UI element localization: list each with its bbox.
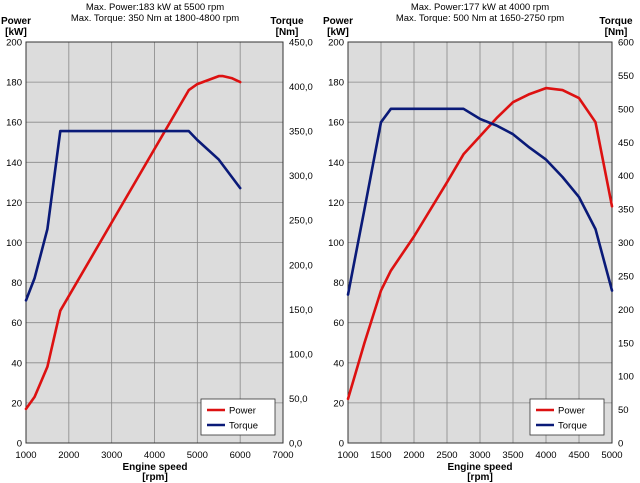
y-left-tick-label: 200: [328, 38, 344, 49]
x-axis-label: [rpm]: [467, 472, 493, 483]
y-right-tick-label: 250: [618, 271, 634, 282]
y-right-tick-label: 600: [618, 38, 634, 49]
x-tick-label: 6000: [230, 450, 251, 461]
y-right-tick-label: 100,0: [289, 349, 313, 360]
y-left-axis-label: Power: [323, 16, 353, 27]
x-tick-label: 4000: [144, 450, 165, 461]
legend-label-power: Power: [558, 406, 585, 417]
y-right-tick-label: 300,0: [289, 171, 313, 182]
x-axis-label: Engine speed: [122, 462, 187, 473]
y-left-tick-label: 160: [328, 118, 344, 129]
chart-title: Max. Torque: 350 Nm at 1800-4800 rpm: [71, 13, 239, 24]
y-right-tick-label: 400,0: [289, 82, 313, 93]
x-tick-label: 1500: [370, 450, 391, 461]
y-left-tick-label: 160: [6, 118, 22, 129]
y-right-tick-label: 450: [618, 138, 634, 149]
y-right-tick-label: 50: [618, 405, 629, 416]
y-left-axis-label: [kW]: [327, 27, 349, 38]
y-left-tick-label: 80: [11, 278, 22, 289]
y-right-tick-label: 350,0: [289, 127, 313, 138]
y-left-axis-label: [kW]: [5, 27, 27, 38]
x-tick-label: 2000: [403, 450, 424, 461]
x-tick-label: 5000: [601, 450, 622, 461]
y-right-tick-label: 200: [618, 305, 634, 316]
y-right-tick-label: 450,0: [289, 38, 313, 49]
y-right-tick-label: 250,0: [289, 216, 313, 227]
y-left-tick-label: 120: [6, 198, 22, 209]
x-axis-label: [rpm]: [142, 472, 168, 483]
y-left-tick-label: 120: [328, 198, 344, 209]
x-tick-label: 2500: [436, 450, 457, 461]
y-left-tick-label: 20: [11, 398, 22, 409]
legend-box: [200, 398, 276, 436]
legend-label-torque: Torque: [229, 421, 258, 432]
legend-label-torque: Torque: [558, 421, 587, 432]
series-line-torque: [24, 129, 242, 302]
plot-border: [347, 41, 613, 444]
y-left-tick-label: 0: [17, 439, 22, 450]
y-right-tick-label: 150,0: [289, 305, 313, 316]
y-left-tick-label: 100: [6, 238, 22, 249]
y-right-tick-label: 200,0: [289, 260, 313, 271]
x-tick-label: 1000: [337, 450, 358, 461]
legend: Power Torque: [529, 398, 605, 436]
x-tick-label: 1000: [15, 450, 36, 461]
y-left-tick-label: 140: [6, 158, 22, 169]
y-right-tick-label: 300: [618, 238, 634, 249]
y-right-tick-label: 150: [618, 338, 634, 349]
x-tick-label: 5000: [187, 450, 208, 461]
y-left-tick-label: 80: [333, 278, 344, 289]
plot-border: [25, 41, 284, 444]
y-left-tick-label: 60: [333, 318, 344, 329]
y-right-tick-label: 550: [618, 71, 634, 82]
y-left-tick-label: 0: [339, 439, 344, 450]
chart-title: Max. Power:177 kW at 4000 rpm: [411, 2, 549, 13]
y-right-tick-label: 400: [618, 171, 634, 182]
y-right-axis-label: [Nm]: [605, 27, 628, 38]
y-left-tick-label: 40: [11, 358, 22, 369]
y-right-tick-label: 500: [618, 104, 634, 115]
y-right-tick-label: 350: [618, 205, 634, 216]
y-left-tick-label: 180: [6, 78, 22, 89]
series-line-torque: [346, 107, 614, 296]
y-right-tick-label: 100: [618, 372, 634, 383]
y-right-axis-label: [Nm]: [276, 27, 299, 38]
y-right-axis-label: Torque: [599, 16, 633, 27]
y-left-tick-label: 100: [328, 238, 344, 249]
legend-box: [529, 398, 605, 436]
x-tick-label: 4500: [568, 450, 589, 461]
y-left-tick-label: 180: [328, 78, 344, 89]
chart-title: Max. Torque: 500 Nm at 1650-2750 rpm: [396, 13, 564, 24]
y-left-axis-label: Power: [1, 16, 31, 27]
chart-2: 1000 1500 2000 2500 3000 3500 4000 4500 50000204…: [323, 2, 634, 483]
x-axis-label: Engine speed: [447, 462, 512, 473]
legend-label-power: Power: [229, 406, 256, 417]
x-tick-label: 2000: [58, 450, 79, 461]
y-left-tick-label: 140: [328, 158, 344, 169]
y-left-tick-label: 60: [11, 318, 22, 329]
x-tick-label: 3000: [469, 450, 490, 461]
y-left-tick-label: 20: [333, 398, 344, 409]
x-tick-label: 3500: [502, 450, 523, 461]
chart-title: Max. Power:183 kW at 5500 rpm: [86, 2, 224, 13]
y-right-axis-label: Torque: [270, 16, 304, 27]
x-tick-label: 4000: [535, 450, 556, 461]
y-right-tick-label: 0: [618, 439, 623, 450]
y-left-tick-label: 40: [333, 358, 344, 369]
y-right-tick-label: 50,0: [289, 394, 308, 405]
y-left-tick-label: 200: [6, 38, 22, 49]
series-line-power: [346, 86, 614, 401]
x-tick-label: 7000: [272, 450, 293, 461]
x-tick-label: 3000: [101, 450, 122, 461]
legend: Power Torque: [200, 398, 276, 436]
y-right-tick-label: 0,0: [289, 439, 302, 450]
chart-1: 1000 2000 3000 4000 5000 6000 7000 0 20 40 60 80 100…: [1, 2, 313, 483]
series-line-power: [24, 74, 242, 411]
